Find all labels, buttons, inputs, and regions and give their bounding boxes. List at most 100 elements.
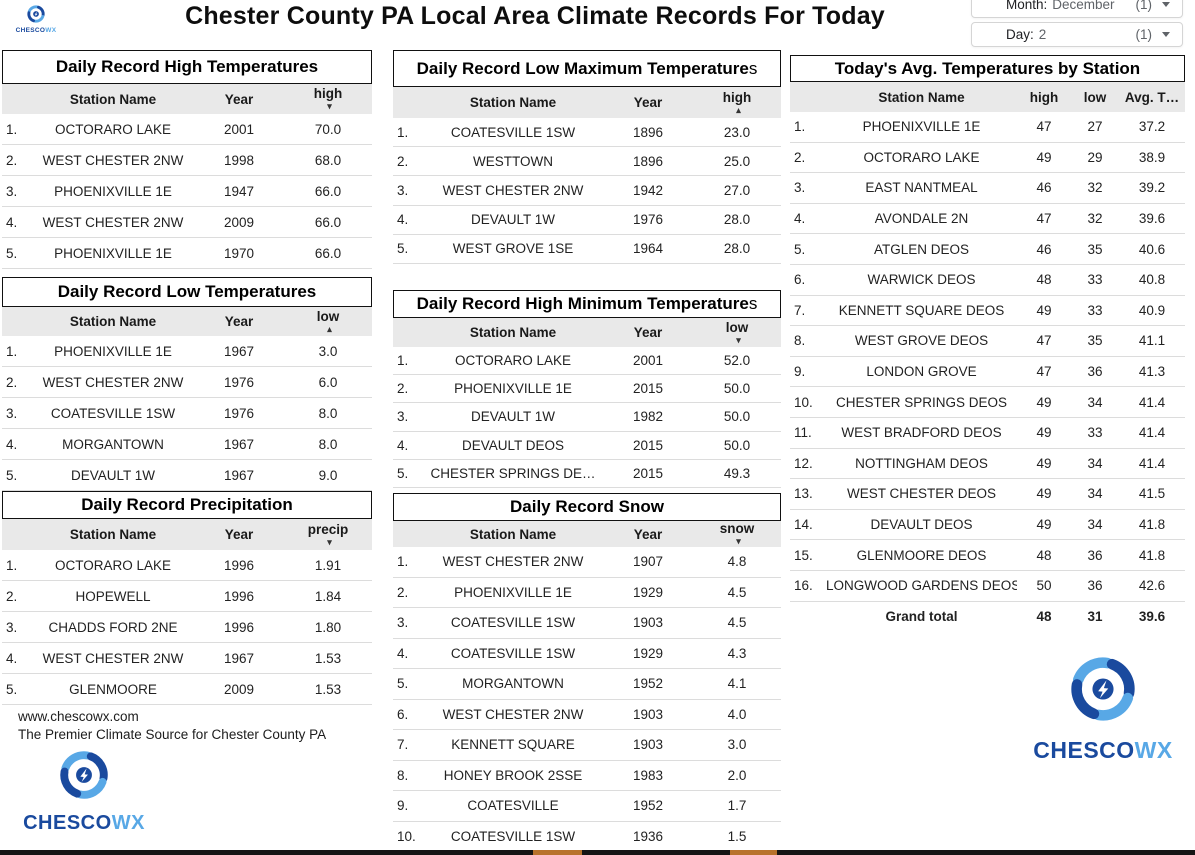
table-row: 3. WEST CHESTER 2NW 1942 27.0 <box>393 176 781 206</box>
column-header-year[interactable]: Year <box>224 91 254 107</box>
table-row: 12. NOTTINGHAM DEOS 49 34 41.4 <box>790 448 1185 480</box>
column-header-low[interactable]: low ▴ <box>284 309 372 335</box>
month-filter-dropdown[interactable]: Month: December (1) <box>971 0 1183 18</box>
cell: 1903 <box>632 706 664 722</box>
grand-total-value: 31 <box>1087 609 1103 625</box>
cell: 46 <box>1036 241 1052 257</box>
website-url[interactable]: www.chescowx.com <box>18 709 139 724</box>
month-filter-count: (1) <box>1135 0 1153 12</box>
cell: 4.5 <box>727 615 747 631</box>
cell: DEVAULT DEOS <box>870 517 973 533</box>
column-header-high[interactable]: high ▴ <box>693 90 781 116</box>
cell: 28.0 <box>723 241 751 257</box>
cell: 4.5 <box>727 584 747 600</box>
cell: 1929 <box>632 645 664 661</box>
right-column: Today's Avg. Temperatures by Station Sta… <box>790 0 1185 855</box>
row-index: 9. <box>794 364 806 380</box>
cell: 2.0 <box>727 767 747 783</box>
cell: WEST GROVE 1SE <box>452 241 574 257</box>
table-row: 7. KENNETT SQUARE 1903 3.0 <box>393 730 781 761</box>
cell: 34 <box>1087 455 1103 471</box>
left-column: Daily Record High Temperatures Station N… <box>2 0 372 855</box>
column-header-year[interactable]: Year <box>224 314 254 329</box>
row-index: 1. <box>397 353 409 369</box>
cell: 32 <box>1087 211 1103 227</box>
column-header-snow[interactable]: snow ▾ <box>693 521 781 547</box>
table-title: Daily Record Snow <box>393 493 781 521</box>
tagline: The Premier Climate Source for Chester C… <box>18 727 327 742</box>
column-header-station-name[interactable]: Station Name <box>69 91 157 107</box>
table-row: 5. ATGLEN DEOS 46 35 40.6 <box>790 234 1185 265</box>
table-row: 1. OCTORARO LAKE 2001 52.0 <box>393 347 781 376</box>
column-header-low[interactable]: low ▾ <box>693 320 781 346</box>
cell: WARWICK DEOS <box>867 272 976 288</box>
row-index: 12. <box>794 455 813 471</box>
cell: COATESVILLE 1SW <box>450 645 576 661</box>
page-title: Chester County PA Local Area Climate Rec… <box>185 2 885 30</box>
column-header-station-name[interactable]: Station Name <box>69 314 157 329</box>
cell: 49 <box>1036 149 1052 165</box>
row-index: 4. <box>397 437 409 453</box>
cell: PHOENIXVILLE 1E <box>862 119 981 135</box>
column-header-station-name[interactable]: Station Name <box>469 526 557 542</box>
cell: 46 <box>1036 180 1052 196</box>
day-filter-dropdown[interactable]: Day: 2 (1) <box>971 22 1183 47</box>
table-row: 6. WEST CHESTER 2NW 1903 4.0 <box>393 699 781 730</box>
bottom-edge-strip <box>0 850 1195 855</box>
column-header-year[interactable]: Year <box>633 526 663 542</box>
column-header-low[interactable]: low <box>1083 89 1107 105</box>
cell: 34 <box>1087 486 1103 502</box>
cyclone-icon <box>24 2 48 26</box>
cell: 50.0 <box>723 437 751 453</box>
table-row: 3. COATESVILLE 1SW 1976 8.0 <box>2 398 372 429</box>
column-header-year[interactable]: Year <box>224 527 254 542</box>
column-header-year[interactable]: Year <box>633 325 663 340</box>
row-index: 3. <box>6 405 18 421</box>
table-row: 2. PHOENIXVILLE 1E 2015 50.0 <box>393 375 781 404</box>
table-row: 4. WEST CHESTER 2NW 1967 1.53 <box>2 643 372 674</box>
cell: 50.0 <box>723 409 751 425</box>
column-header-year[interactable]: Year <box>633 95 663 110</box>
row-index: 2. <box>397 153 409 169</box>
row-index: 10. <box>397 828 416 844</box>
table-row: 8. WEST GROVE DEOS 47 35 41.1 <box>790 326 1185 357</box>
row-index: 4. <box>6 214 18 230</box>
cell: HONEY BROOK 2SSE <box>443 767 583 783</box>
column-header-precip[interactable]: precip ▾ <box>284 522 372 548</box>
cell: 2015 <box>632 465 664 481</box>
cell: 1976 <box>223 374 255 390</box>
cell: PHOENIXVILLE 1E <box>54 245 172 261</box>
row-index: 8. <box>794 333 806 349</box>
cell: 1967 <box>223 436 255 452</box>
cell: 47 <box>1036 364 1052 380</box>
column-header-high[interactable]: high <box>1029 89 1059 105</box>
middle-column: Daily Record Low Maximum Temperature s St… <box>393 0 781 855</box>
cell: 36 <box>1087 547 1103 563</box>
table-row: 15. GLENMOORE DEOS 48 36 41.8 <box>790 540 1185 571</box>
column-header-station-name[interactable]: Station Name <box>69 527 157 542</box>
cell: 1903 <box>632 615 664 631</box>
row-index: 13. <box>794 486 813 502</box>
cell: 2009 <box>223 214 255 230</box>
row-index: 5. <box>397 676 409 692</box>
cell: 32 <box>1087 180 1103 196</box>
cell: WEST GROVE DEOS <box>854 333 989 349</box>
column-header-station-name[interactable]: Station Name <box>469 95 557 110</box>
column-header-avg-t[interactable]: Avg. T… <box>1124 89 1180 105</box>
cell: COATESVILLE 1SW <box>450 615 576 631</box>
cell: 1907 <box>632 554 664 570</box>
cell: 1976 <box>632 212 664 228</box>
row-index: 3. <box>6 183 18 199</box>
cell: 40.6 <box>1138 241 1166 257</box>
column-header-station-name[interactable]: Station Name <box>469 325 557 340</box>
table-row: 9. LONDON GROVE 47 36 41.3 <box>790 356 1185 388</box>
table-row: 4. DEVAULT DEOS 2015 50.0 <box>393 431 781 460</box>
record-snow-table: Daily Record Snow Station Name Year snow ▾ … <box>393 493 781 852</box>
cell: 39.6 <box>1138 211 1166 227</box>
table-row: 3. CHADDS FORD 2NE 1996 1.80 <box>2 612 372 643</box>
table-row: 2. WEST CHESTER 2NW 1976 6.0 <box>2 367 372 398</box>
column-header-station-name[interactable]: Station Name <box>878 89 965 105</box>
column-header-high[interactable]: high ▾ <box>284 86 372 112</box>
row-index: 15. <box>794 547 813 563</box>
cell: 1.5 <box>727 828 747 844</box>
